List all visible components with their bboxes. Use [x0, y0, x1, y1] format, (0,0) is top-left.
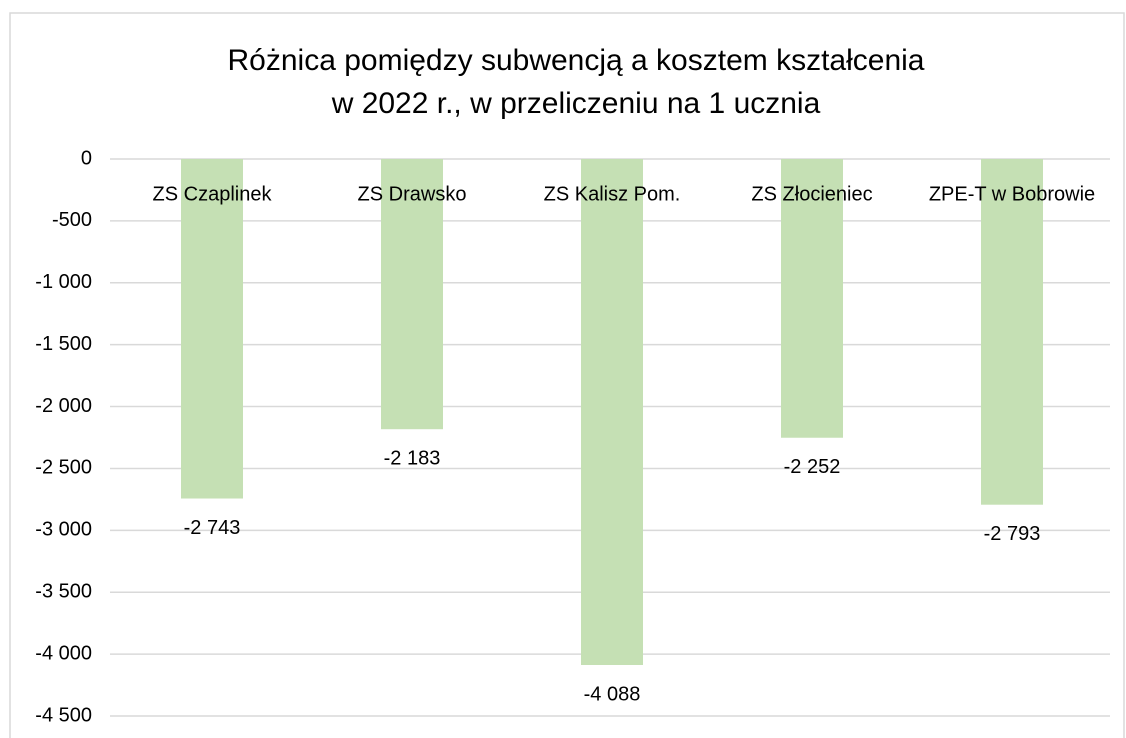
chart-title: Różnica pomiędzy subwencją a kosztem ksz… [228, 44, 925, 77]
y-tick-label: -1 500 [35, 333, 92, 355]
y-tick-label: 0 [81, 147, 92, 169]
bar [981, 159, 1043, 505]
y-tick-label: -4 000 [35, 642, 92, 664]
y-tick-label: -3 500 [35, 581, 92, 603]
bar [381, 159, 443, 430]
data-label: -2 252 [784, 456, 841, 478]
y-tick-label: -3 000 [35, 519, 92, 541]
y-tick-label: -1 000 [35, 271, 92, 293]
data-label: -4 088 [584, 683, 641, 705]
chart-border [9, 12, 1125, 738]
bar [181, 159, 243, 499]
y-tick-label: -2 500 [35, 457, 92, 479]
y-tick-label: -2 000 [35, 395, 92, 417]
bar [581, 159, 643, 666]
y-tick-label: -4 500 [35, 704, 92, 726]
bar [781, 159, 843, 438]
data-label: -2 793 [984, 523, 1041, 545]
x-tick-label: ZS Czaplinek [153, 183, 273, 205]
x-tick-label: ZS Złocieniec [751, 183, 872, 205]
x-tick-label: ZS Kalisz Pom. [544, 183, 681, 205]
y-tick-label: -500 [52, 209, 92, 231]
data-label: -2 743 [184, 517, 241, 539]
data-label: -2 183 [384, 447, 441, 469]
chart-title: w 2022 r., w przeliczeniu na 1 ucznia [331, 87, 821, 120]
x-tick-label: ZS Drawsko [358, 183, 467, 205]
x-tick-label: ZPE-T w Bobrowie [929, 183, 1095, 205]
